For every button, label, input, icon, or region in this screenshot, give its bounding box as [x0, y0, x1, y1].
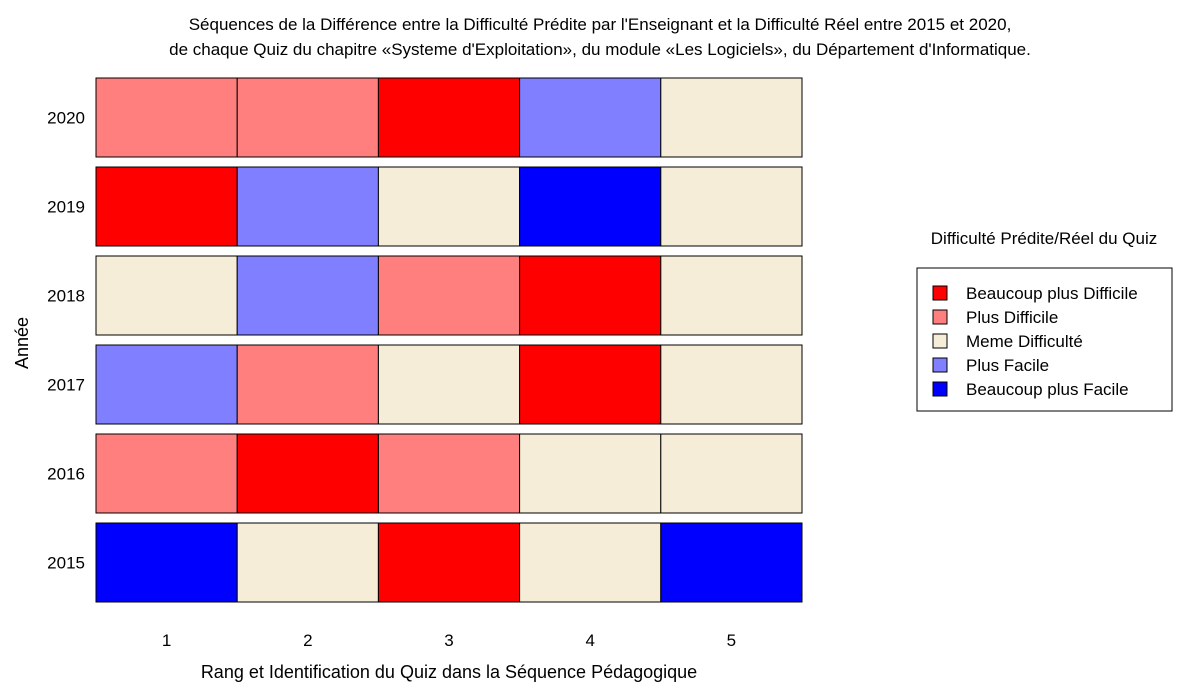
legend-label-plus-difficile: Plus Difficile [966, 308, 1058, 327]
y-tick-2020: 2020 [47, 109, 85, 128]
cell-2018-quiz-5 [660, 255, 803, 336]
legend-label-plus-facile: Plus Facile [966, 356, 1049, 375]
y-tick-2017: 2017 [47, 376, 85, 395]
x-tick-labels: 1 2 3 4 5 [162, 631, 736, 650]
cell-2015-quiz-3 [377, 522, 521, 603]
legend-items: Beaucoup plus Difficile Plus Difficile Mem… [932, 284, 1138, 399]
x-tick-5: 5 [727, 631, 736, 650]
cell-2016-quiz-3 [377, 433, 521, 514]
cell-2016-quiz-5 [660, 433, 803, 514]
cell-2015-quiz-2 [236, 522, 379, 603]
legend-swatch-meme-difficult [932, 333, 948, 349]
cell-2018-quiz-1 [95, 255, 238, 336]
cell-2020-quiz-2 [236, 77, 379, 158]
cell-2019-quiz-5 [660, 166, 803, 247]
cell-2019-quiz-3 [377, 166, 521, 247]
sequence-cells [95, 77, 803, 603]
legend-title: Difficulté Prédite/Réel du Quiz [931, 229, 1157, 248]
legend-swatch-plus-difficile [932, 309, 948, 325]
legend-box [916, 267, 1173, 412]
cell-2017-quiz-1 [95, 344, 238, 425]
legend-swatch-beaucoup-plus-facile [932, 381, 948, 397]
cell-2018-quiz-2 [236, 255, 379, 336]
cell-2020-quiz-4 [519, 77, 662, 158]
y-tick-2018: 2018 [47, 287, 85, 306]
cell-2017-quiz-2 [236, 344, 379, 425]
y-tick-labels: 2020 2019 2018 2017 2016 2015 [47, 109, 85, 573]
x-tick-2: 2 [303, 631, 312, 650]
chart-title-line-2: de chaque Quiz du chapitre «Systeme d'Ex… [169, 40, 1031, 59]
y-tick-2016: 2016 [47, 465, 85, 484]
cell-2017-quiz-3 [377, 344, 521, 425]
cell-2020-quiz-1 [95, 77, 238, 158]
cell-2019-quiz-4 [519, 166, 662, 247]
cell-2018-quiz-3 [377, 255, 521, 336]
x-axis-label: Rang et Identification du Quiz dans la S… [201, 662, 697, 682]
cell-2015-quiz-5 [660, 522, 803, 603]
legend: Difficulté Prédite/Réel du Quiz Beaucoup… [916, 229, 1173, 412]
cell-2016-quiz-4 [519, 433, 662, 514]
y-axis-label: Année [12, 317, 32, 369]
x-tick-1: 1 [162, 631, 171, 650]
cell-2019-quiz-2 [236, 166, 379, 247]
cell-2016-quiz-1 [95, 433, 238, 514]
cell-2020-quiz-3 [377, 77, 521, 158]
y-tick-2015: 2015 [47, 554, 85, 573]
cell-2020-quiz-5 [660, 77, 803, 158]
chart-title-line-1: Séquences de la Différence entre la Diff… [189, 15, 1012, 34]
cell-2018-quiz-4 [519, 255, 662, 336]
cell-2016-quiz-2 [236, 433, 379, 514]
legend-swatch-plus-facile [932, 357, 948, 373]
legend-swatch-beaucoup-plus-difficile [932, 285, 948, 301]
cell-2019-quiz-1 [95, 166, 238, 247]
cell-2017-quiz-4 [519, 344, 662, 425]
legend-label-beaucoup-plus-facile: Beaucoup plus Facile [966, 380, 1129, 399]
legend-label-meme-difficult: Meme Difficulté [966, 332, 1083, 351]
cell-2017-quiz-5 [660, 344, 803, 425]
cell-2015-quiz-1 [95, 522, 238, 603]
legend-label-beaucoup-plus-difficile: Beaucoup plus Difficile [966, 284, 1138, 303]
x-tick-4: 4 [585, 631, 594, 650]
cell-2015-quiz-4 [519, 522, 662, 603]
x-tick-3: 3 [444, 631, 453, 650]
y-tick-2019: 2019 [47, 198, 85, 217]
